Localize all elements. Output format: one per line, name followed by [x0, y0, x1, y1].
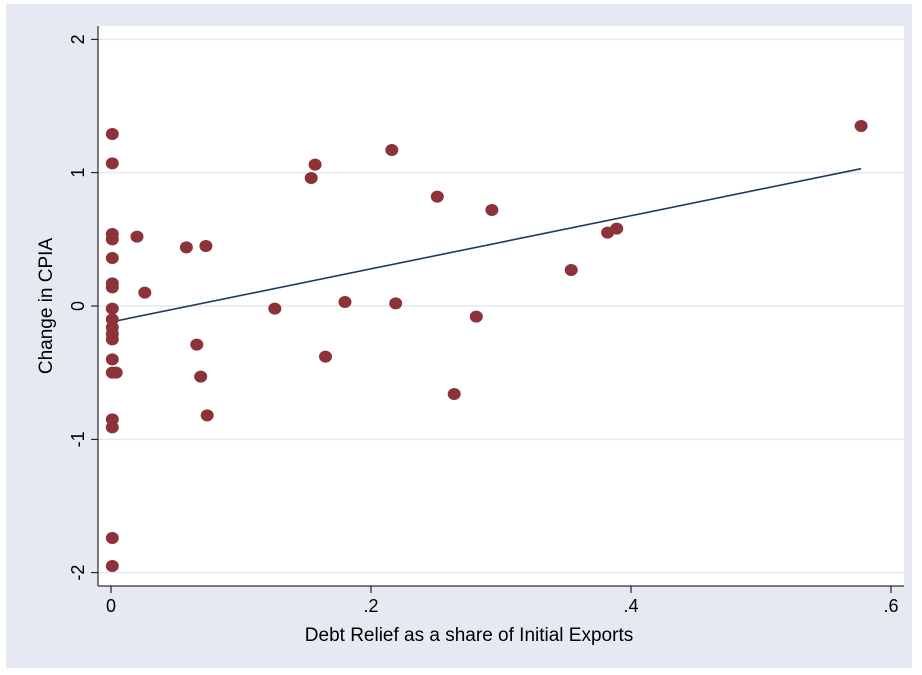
gridlines: [98, 38, 904, 574]
x-tick-label: .6: [883, 596, 898, 616]
data-point: [389, 297, 403, 310]
axes: [91, 26, 904, 593]
data-point: [105, 281, 119, 294]
y-tick-label: -1: [68, 431, 88, 447]
data-point: [610, 222, 624, 235]
data-point: [308, 158, 322, 171]
y-tick-label: 2: [68, 34, 88, 44]
data-point: [105, 333, 119, 346]
data-point: [105, 233, 119, 246]
data-point: [105, 302, 119, 315]
data-point: [338, 296, 352, 308]
data-point: [200, 409, 214, 422]
x-tick-label: .2: [363, 596, 378, 616]
data-point: [564, 264, 578, 276]
data-point: [304, 172, 318, 184]
data-point: [105, 353, 119, 366]
data-point: [485, 204, 499, 216]
data-point: [138, 286, 152, 299]
data-point: [179, 241, 193, 254]
data-point: [105, 421, 119, 434]
data-point: [130, 230, 144, 243]
data-point: [385, 144, 399, 156]
y-tick-label: -2: [68, 565, 88, 581]
data-point: [105, 157, 119, 170]
data-point: [199, 240, 213, 252]
fit-line-layer: [110, 167, 862, 323]
scatter-chart: -2 -1 0 1 2 0 .2 .4 .6 Debt Relief as a share of…: [36, 26, 904, 646]
data-points: [105, 120, 868, 572]
data-point: [105, 252, 119, 264]
data-point: [319, 350, 332, 363]
data-point: [268, 302, 282, 315]
x-tick-label: .4: [623, 596, 638, 616]
data-point: [105, 532, 119, 544]
data-point: [194, 370, 208, 383]
data-point: [469, 310, 483, 323]
tick-labels: -2 -1 0 1 2 0 .2 .4 .6: [68, 34, 899, 616]
x-axis-title: Debt Relief as a share of Initial Export…: [305, 625, 633, 646]
y-tick-label: 1: [68, 168, 88, 178]
data-point: [447, 388, 461, 400]
data-point: [105, 560, 119, 572]
fitted-line: [110, 167, 862, 323]
x-tick-label: 0: [106, 596, 116, 616]
data-point: [109, 366, 123, 379]
data-point: [190, 338, 204, 351]
y-tick-label: 0: [68, 301, 88, 311]
data-point: [854, 120, 868, 132]
data-point: [105, 128, 119, 140]
data-point: [430, 190, 444, 203]
y-axis-title: Change in CPIA: [36, 238, 57, 375]
chart-figure: -2 -1 0 1 2 0 .2 .4 .6 Debt Relief as a share of…: [6, 4, 912, 668]
